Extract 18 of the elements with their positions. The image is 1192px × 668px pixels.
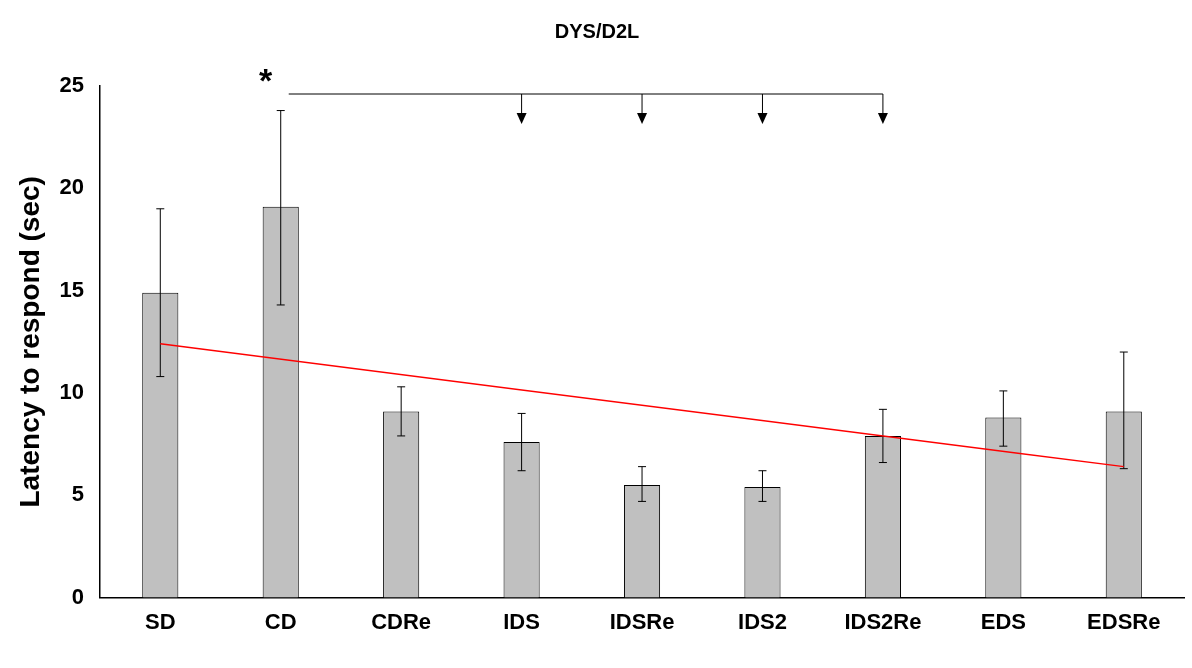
y-tick-label: 5 — [71, 481, 85, 507]
x-tick-label: CDRe — [371, 608, 432, 634]
y-tick-label: 15 — [59, 276, 85, 302]
y-tick-label: 10 — [59, 379, 85, 405]
x-tick-label: IDS2Re — [844, 608, 922, 634]
annotation: * — [259, 61, 274, 100]
y-tick-label: 25 — [59, 72, 85, 98]
x-tick-label: CD — [264, 608, 297, 634]
y-tick-label: 0 — [71, 583, 85, 609]
y-tick-label: 20 — [59, 174, 85, 200]
x-tick-label: EDSRe — [1087, 608, 1161, 634]
chart-title: DYS/D2L — [554, 19, 640, 42]
x-tick-label: SD — [145, 608, 176, 634]
y-axis-title: Latency to respond (sec) — [13, 176, 45, 508]
x-tick-label: IDS — [503, 608, 540, 634]
x-tick-label: IDS2 — [738, 608, 787, 634]
x-tick-label: IDSRe — [609, 608, 675, 634]
x-tick-label: EDS — [980, 608, 1026, 634]
